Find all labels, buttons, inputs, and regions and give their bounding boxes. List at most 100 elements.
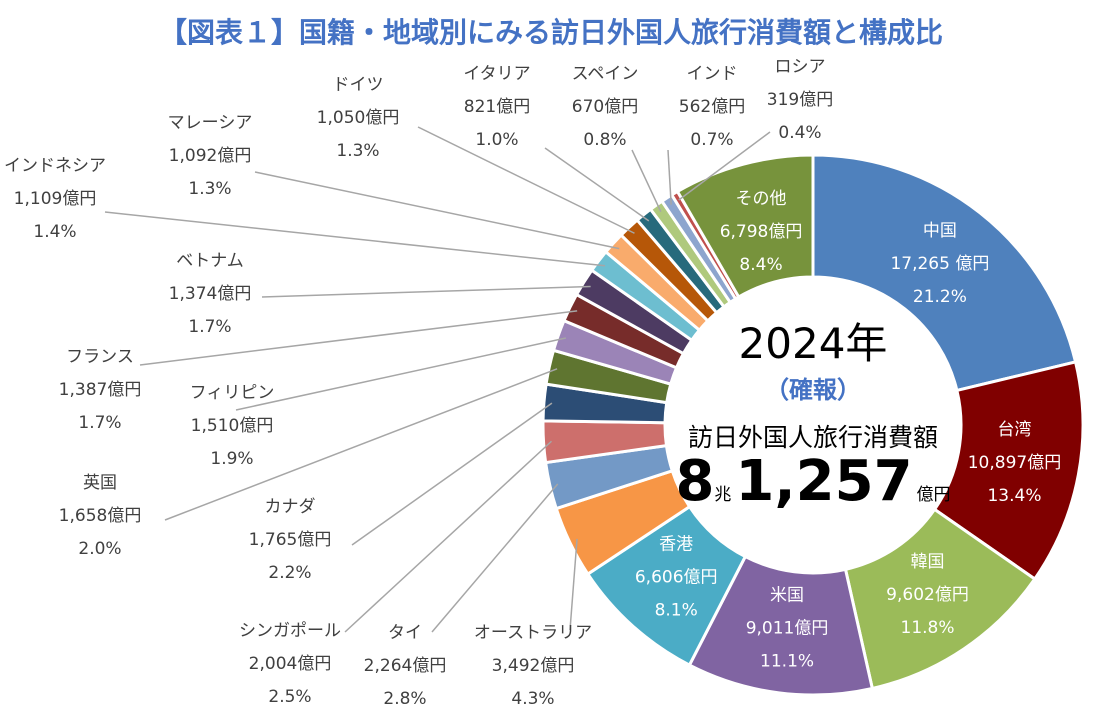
total-oku: 1,257: [735, 449, 912, 514]
slice-value: 670億円: [572, 97, 638, 117]
slice-value: 17,265 億円: [890, 254, 989, 274]
leader-line-カナダ: [351, 402, 553, 546]
slice-name: 韓国: [911, 552, 945, 572]
slice-中国: [811, 153, 1078, 393]
slice-percent: 1.3%: [188, 179, 231, 199]
slice-percent: 8.4%: [739, 255, 782, 275]
label-イタリア: イタリア 821億円 1.0%: [463, 64, 530, 150]
slice-name: インドネシア: [4, 156, 106, 176]
slice-value: 1,658億円: [59, 506, 142, 526]
chart-title: 【図表１】国籍・地域別にみる訪日外国人旅行消費額と構成比: [159, 16, 943, 49]
slice-name: 台湾: [997, 420, 1031, 440]
slice-value: 562億円: [679, 97, 745, 117]
label-タイ: タイ 2,264億円 2.8%: [364, 623, 447, 709]
slice-name: ロシア: [775, 57, 826, 77]
label-ドイツ: ドイツ 1,050億円 1.3%: [317, 75, 400, 161]
center-year: 2024年: [739, 319, 888, 368]
label-インド: インド 562億円 0.7%: [679, 64, 745, 150]
slices: [541, 153, 1085, 697]
slice-percent: 1.3%: [336, 141, 379, 161]
oku-unit: 億円: [917, 485, 951, 505]
slice-name: ベトナム: [176, 251, 244, 271]
slice-percent: 0.7%: [690, 130, 733, 150]
slice-name: フランス: [66, 347, 134, 367]
label-英国: 英国 1,658億円 2.0%: [59, 473, 142, 559]
slice-percent: 0.8%: [583, 130, 626, 150]
label-中国: 中国 17,265 億円 21.2%: [890, 221, 989, 307]
leader-line-オーストラリア: [569, 538, 578, 631]
leader-line-スペイン: [631, 149, 662, 213]
leader-line-フランス: [139, 310, 578, 366]
slice-percent: 2.0%: [78, 539, 121, 559]
slice-percent: 11.8%: [901, 618, 955, 638]
leader-line-ベトナム: [261, 285, 591, 298]
slice-name: ドイツ: [333, 75, 384, 95]
leader-line-イタリア: [544, 147, 650, 222]
label-フランス: フランス 1,387億円 1.7%: [59, 347, 142, 433]
slice-value: 3,492億円: [492, 656, 575, 676]
slice-value: 6,606億円: [635, 568, 718, 588]
cho-unit: 兆: [714, 485, 731, 505]
leader-line-マレーシア: [254, 171, 620, 250]
label-マレーシア: マレーシア 1,092億円 1.3%: [168, 113, 253, 199]
label-香港: 香港 6,606億円 8.1%: [635, 535, 718, 621]
leader-line-英国: [164, 368, 558, 521]
slice-value: 1,050億円: [317, 108, 400, 128]
slice-value: 1,092億円: [169, 146, 252, 166]
label-インドネシア: インドネシア 1,109億円 1.4%: [4, 156, 106, 242]
slice-value: 10,897億円: [968, 453, 1061, 473]
leader-line-シンガポール: [344, 440, 553, 633]
leader-line-ロシア: [678, 131, 771, 201]
label-スペイン: スペイン 670億円 0.8%: [572, 64, 639, 150]
label-ベトナム: ベトナム 1,374億円 1.7%: [169, 251, 252, 337]
slice-value: 2,004億円: [249, 654, 332, 674]
slice-value: 1,765億円: [249, 530, 332, 550]
slice-percent: 2.5%: [268, 687, 311, 707]
slice-value: 9,011億円: [746, 618, 829, 638]
slice-name: スペイン: [572, 64, 639, 84]
label-その他: その他 6,798億円 8.4%: [720, 189, 803, 275]
slice-percent: 1.7%: [188, 317, 231, 337]
slice-labels: 中国 17,265 億円 21.2% 台湾 10,897億円 13.4% 韓国 9,602億円…: [4, 57, 1061, 709]
center-total: 8兆1,257 億円: [675, 449, 950, 514]
label-ロシア: ロシア 319億円 0.4%: [767, 57, 833, 143]
slice-value: 1,374億円: [169, 284, 252, 304]
slice-percent: 0.4%: [778, 123, 821, 143]
slice-name: イタリア: [463, 64, 530, 84]
center-caption: 訪日外国人旅行消費額: [688, 423, 938, 452]
slice-name: 英国: [83, 473, 117, 493]
slice-name: カナダ: [265, 497, 316, 517]
leader-line-タイ: [431, 483, 559, 633]
leader-line-インド: [667, 149, 672, 205]
slice-name: インド: [687, 64, 738, 84]
slice-value: 1,510億円: [191, 416, 274, 436]
slice-percent: 2.2%: [268, 563, 311, 583]
label-台湾: 台湾 10,897億円 13.4%: [968, 420, 1061, 506]
slice-percent: 2.8%: [383, 689, 426, 709]
slice-percent: 1.7%: [78, 413, 121, 433]
slice-value: 1,109億円: [14, 189, 97, 209]
total-cho: 8: [675, 449, 714, 514]
label-韓国: 韓国 9,602億円 11.8%: [886, 552, 969, 638]
slice-percent: 8.1%: [655, 601, 698, 621]
label-フィリピン: フィリピン 1,510億円 1.9%: [190, 383, 275, 469]
slice-value: 1,387億円: [59, 380, 142, 400]
slice-name: タイ: [388, 623, 422, 643]
slice-percent: 1.4%: [33, 222, 76, 242]
slice-name: 米国: [770, 585, 804, 605]
slice-name: マレーシア: [168, 113, 253, 133]
slice-percent: 1.0%: [475, 130, 518, 150]
slice-value: 6,798億円: [720, 222, 803, 242]
center-label: 2024年 （確報） 訪日外国人旅行消費額 8兆1,257 億円: [675, 319, 950, 514]
slice-percent: 21.2%: [913, 287, 967, 307]
slice-name: シンガポール: [239, 621, 341, 641]
slice-name: その他: [736, 189, 787, 209]
label-カナダ: カナダ 1,765億円 2.2%: [249, 497, 332, 583]
slice-value: 2,264億円: [364, 656, 447, 676]
leader-line-フィリピン: [235, 337, 567, 411]
label-オーストラリア: オーストラリア 3,492億円 4.3%: [474, 623, 592, 709]
slice-percent: 4.3%: [511, 689, 554, 709]
slice-name: オーストラリア: [474, 623, 592, 643]
slice-value: 319億円: [767, 90, 833, 110]
